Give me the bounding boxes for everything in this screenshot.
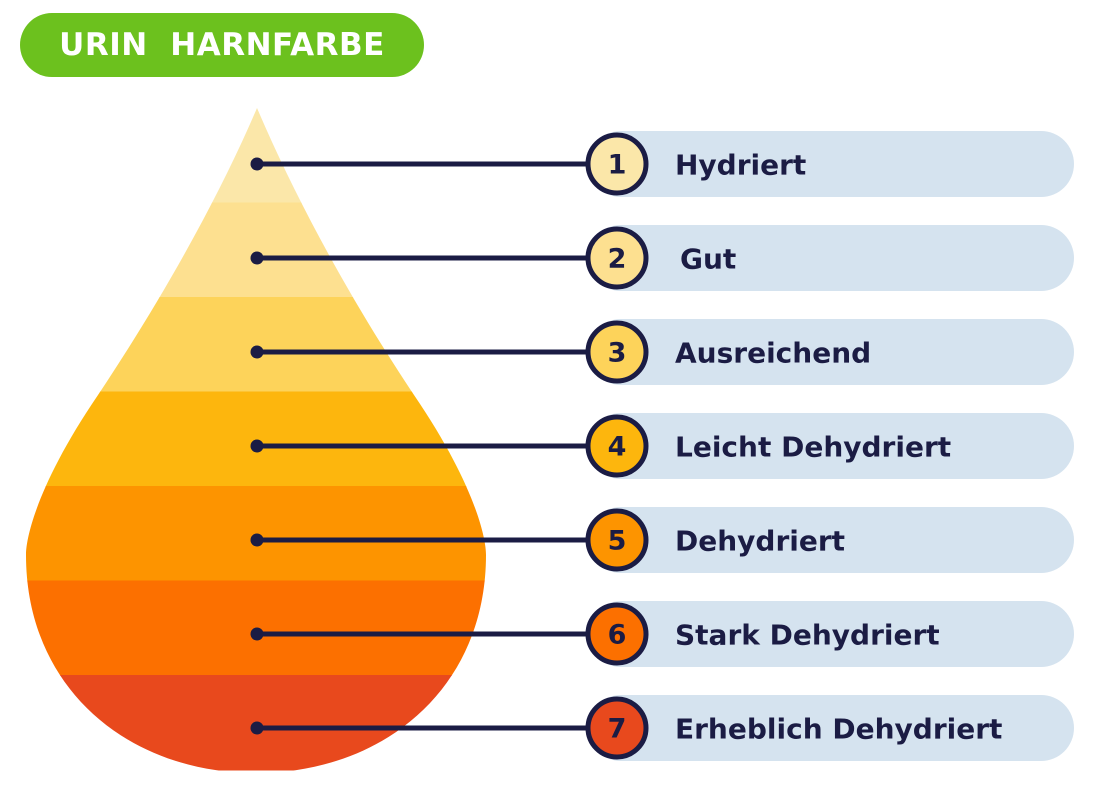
level-number-4: 4 [608, 432, 627, 463]
level-pill-7 [588, 695, 1074, 761]
level-number-2: 2 [608, 244, 627, 275]
level-pill-6 [588, 601, 1074, 667]
level-number-6: 6 [608, 620, 627, 651]
level-label-2: Gut [680, 243, 736, 276]
drop-band-3 [26, 297, 486, 393]
level-pill-3 [588, 319, 1074, 385]
connector-dot-4 [250, 439, 264, 453]
level-number-circle-4 [585, 414, 649, 478]
connector-dot-5 [250, 533, 264, 547]
level-label-6: Stark Dehydriert [675, 619, 940, 652]
connector-dot-7 [250, 721, 264, 735]
connector-dot-3 [250, 345, 264, 359]
level-number-circle-3 [585, 320, 649, 384]
level-number-3: 3 [608, 338, 627, 369]
drop-band-2 [26, 202, 486, 298]
drop-band-4 [26, 391, 486, 487]
level-number-circle-5 [585, 508, 649, 572]
connector-dot-1 [250, 157, 264, 171]
level-label-1: Hydriert [675, 149, 806, 182]
level-number-1: 1 [608, 150, 627, 181]
drop-band-1 [26, 108, 486, 204]
drop-band-5 [26, 486, 486, 582]
level-number-circle-6 [585, 602, 649, 666]
level-rows: 1 Hydriert 2 Gut 3 Ausreichend 4 Leicht Dehydri… [250, 131, 1074, 761]
level-number-7: 7 [608, 714, 627, 745]
connector-dot-2 [250, 251, 264, 265]
drop-shape [26, 108, 486, 771]
level-pill-4 [588, 413, 1074, 479]
title-badge: URIN HARNFARBE [20, 13, 424, 77]
level-pill-1 [588, 131, 1074, 197]
page-title: URIN HARNFARBE [59, 27, 385, 63]
level-number-circle-7 [585, 696, 649, 760]
level-number-5: 5 [608, 526, 627, 557]
level-label-4: Leicht Dehydriert [675, 431, 951, 464]
level-label-5: Dehydriert [675, 525, 845, 558]
level-pill-2 [588, 225, 1074, 291]
level-number-circle-2 [585, 226, 649, 290]
connector-dot-6 [250, 627, 264, 641]
level-label-7: Erheblich Dehydriert [675, 713, 1002, 746]
level-pill-5 [588, 507, 1074, 573]
level-label-3: Ausreichend [675, 337, 871, 370]
level-number-circle-1 [585, 132, 649, 196]
